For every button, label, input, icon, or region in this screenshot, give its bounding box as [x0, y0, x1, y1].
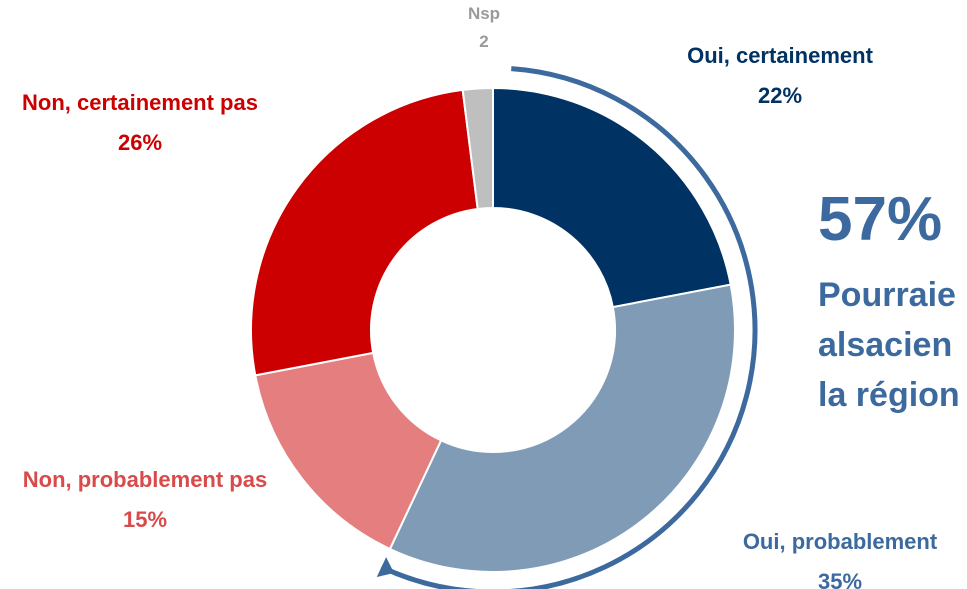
slice-label: Non, probablement pas 15%	[20, 460, 270, 540]
slice-label: Oui, probablement 35%	[705, 522, 967, 589]
slice-label: Nsp 2	[444, 0, 524, 56]
value-label: 35%	[817, 569, 863, 589]
value-label: 26%	[117, 130, 163, 155]
annotation-text: Pourraie	[818, 276, 956, 314]
donut-slice	[492, 86, 732, 309]
annotation-value: 57%	[818, 185, 943, 254]
value-label: 2	[479, 32, 489, 51]
category-label: Non, certainement pas	[22, 90, 258, 115]
donut-slice	[254, 351, 443, 551]
category-label: Oui, certainement	[687, 43, 873, 68]
donut-slice	[388, 283, 736, 573]
arrow-head	[376, 557, 395, 578]
slice-label: Oui, certainement 22%	[660, 36, 900, 116]
value-label: 15%	[122, 507, 168, 532]
arrow-arc	[380, 66, 758, 589]
category-label: Nsp	[467, 4, 501, 23]
value-label: 22%	[757, 83, 803, 108]
annotation-text: alsacien	[818, 326, 953, 364]
donut-slice	[461, 86, 494, 211]
category-label: Non, probablement pas	[22, 467, 268, 492]
category-label: Oui, probablement	[742, 529, 938, 554]
donut-slice	[250, 88, 479, 377]
slice-label: Non, certainement pas 26%	[15, 83, 265, 163]
annotation-text: la région	[818, 376, 960, 414]
